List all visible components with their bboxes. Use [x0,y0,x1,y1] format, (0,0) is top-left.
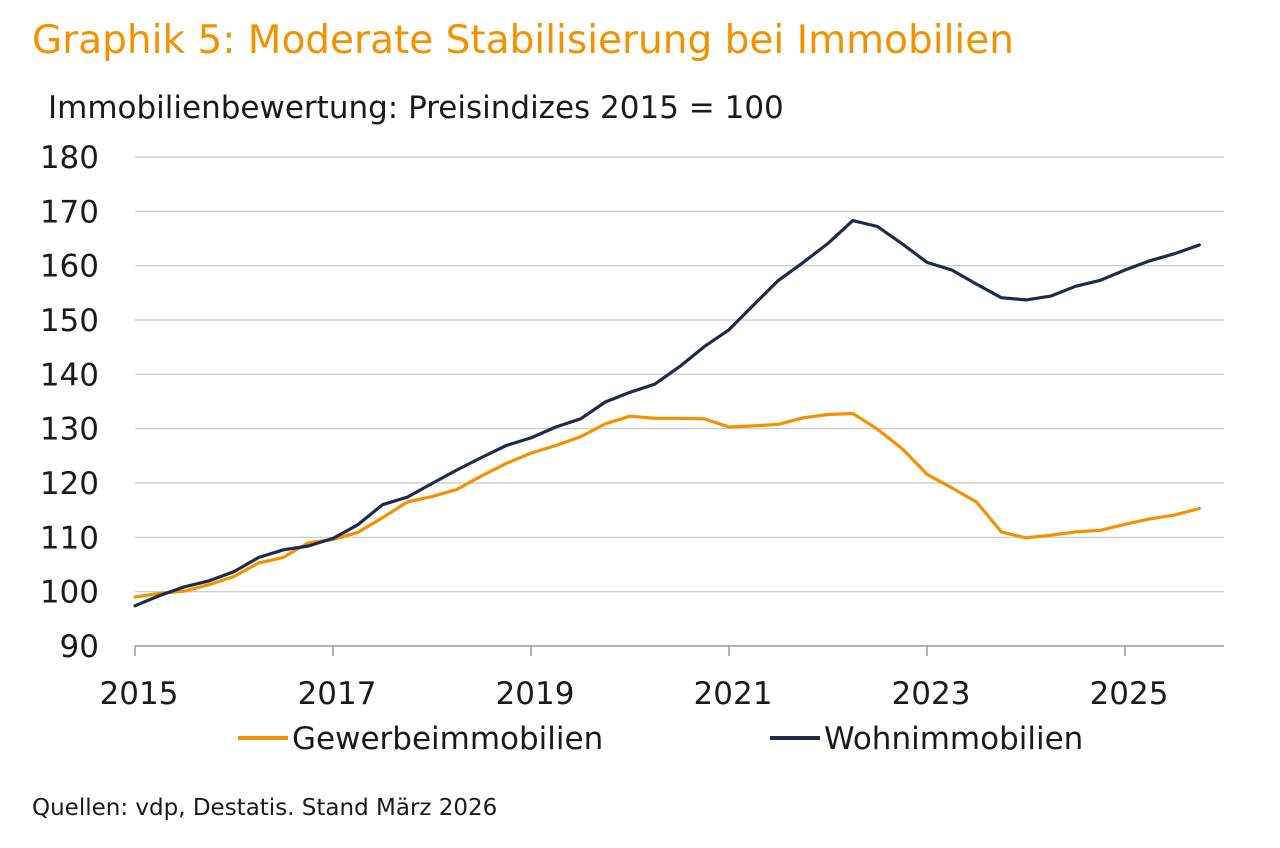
y-tick-label: 180 [40,140,99,176]
x-tick-label: 2017 [298,676,377,712]
legend-label-gewerbeimmobilien: Gewerbeimmobilien [292,721,603,757]
x-tick-label: 2021 [694,676,773,712]
series-line-gewerbeimmobilien [133,411,1201,599]
y-tick-label: 100 [40,575,99,611]
y-tick-labels: 90 100 110 120 130 140 150 160 170 180 [40,140,99,665]
y-tick-label: 120 [40,466,99,502]
x-tick-label: 2023 [892,676,971,712]
y-tick-label: 160 [40,249,99,285]
y-tick-label: 170 [40,194,99,230]
y-tick-label: 150 [40,303,99,339]
x-tick-label: 2015 [100,676,179,712]
y-tick-label: 110 [40,520,99,556]
y-tick-label: 140 [40,357,99,393]
legend: Gewerbeimmobilien Wohnimmobilien [238,721,1083,757]
x-tick-label: 2019 [496,676,575,712]
x-axis [134,645,1224,656]
series-lines [133,219,1201,608]
y-axis-label: Immobilienbewertung: Preisindizes 2015 =… [48,90,784,126]
source-note: Quellen: vdp, Destatis. Stand März 2026 [32,795,498,821]
x-tick-labels: 2015 2017 2019 2021 2023 2025 [100,676,1169,712]
x-tick-label: 2025 [1090,676,1169,712]
y-tick-label: 90 [60,629,99,665]
legend-label-wohnimmobilien: Wohnimmobilien [824,721,1083,757]
gridlines [135,156,1224,593]
y-tick-label: 130 [40,412,99,448]
series-line-wohnimmobilien [133,219,1201,608]
chart-title: Graphik 5: Moderate Stabilisierung bei I… [32,18,1014,63]
